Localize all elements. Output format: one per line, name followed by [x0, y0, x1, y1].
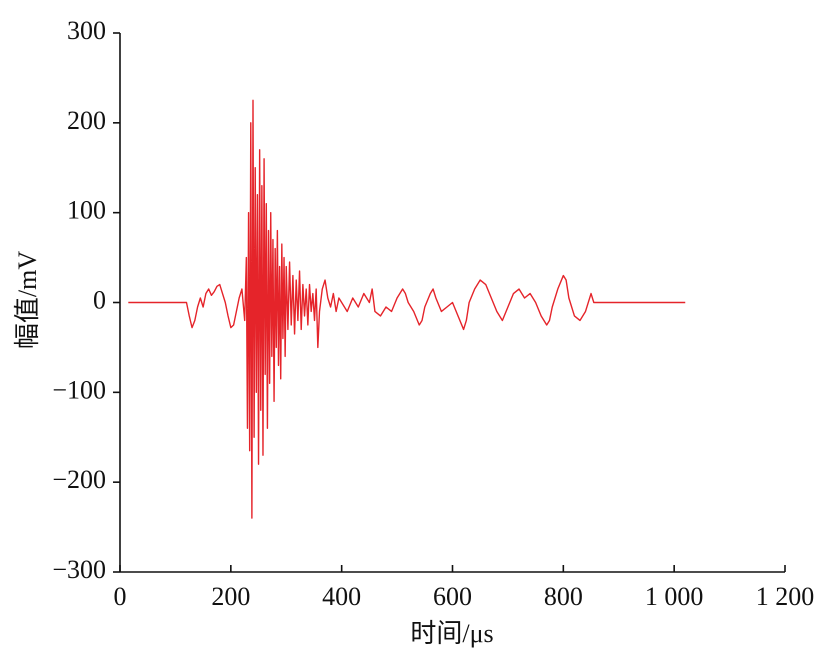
- x-tick-label: 800: [544, 582, 583, 611]
- y-tick-label: 200: [67, 106, 106, 135]
- y-tick-label: 300: [67, 16, 106, 45]
- x-axis-label: 时间/μs: [410, 619, 493, 648]
- x-tick-label: 400: [322, 582, 361, 611]
- y-tick-label: −100: [52, 375, 106, 404]
- x-tick-label: 1 000: [645, 582, 704, 611]
- x-tick-label: 1 200: [756, 582, 815, 611]
- x-tick-label: 600: [433, 582, 472, 611]
- x-tick-label: 0: [114, 582, 127, 611]
- y-tick-label: −200: [52, 465, 106, 494]
- y-tick-label: −300: [52, 555, 106, 584]
- waveform-line: [128, 99, 686, 519]
- x-tick-label: 200: [211, 582, 250, 611]
- y-tick-label: 100: [67, 196, 106, 225]
- y-tick-label: 0: [93, 285, 106, 314]
- y-axis-label: 幅值/mV: [13, 251, 42, 349]
